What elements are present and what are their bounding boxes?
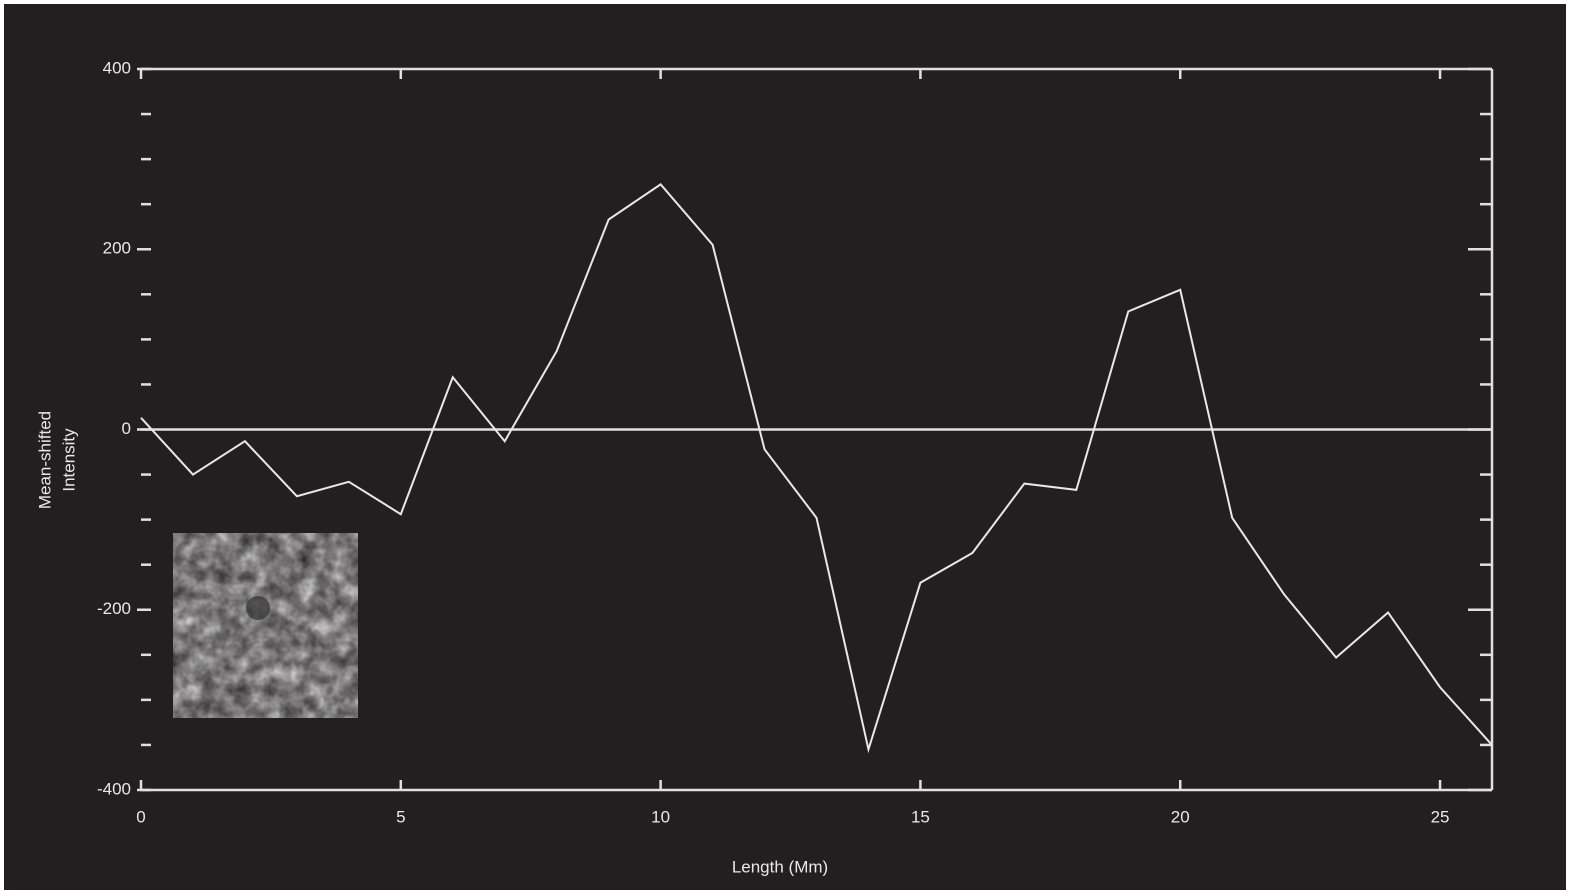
x-axis-title: Length (Mm) [732,857,828,876]
y-tick-label: -200 [97,599,131,618]
x-tick-label: 0 [136,807,145,826]
y-tick-label: 200 [103,239,131,258]
y-tick-label: -400 [97,779,131,798]
x-tick-label: 10 [651,807,670,826]
x-tick-label: 5 [396,807,405,826]
x-tick-label: 15 [911,807,930,826]
y-axis-title: Mean-shifted Intensity [35,411,78,509]
data-line [140,183,1493,754]
inset-image [173,533,358,718]
background [4,4,1566,890]
y-tick-label: 400 [103,58,131,77]
inset-dark-spot [246,596,270,620]
x-tick-label: 20 [1171,807,1190,826]
y-axis-title-line: Mean-shifted [35,411,54,509]
y-axis-title-line: Intensity [59,428,78,492]
x-tick-label: 25 [1431,807,1450,826]
y-tick-label: 0 [122,419,131,438]
